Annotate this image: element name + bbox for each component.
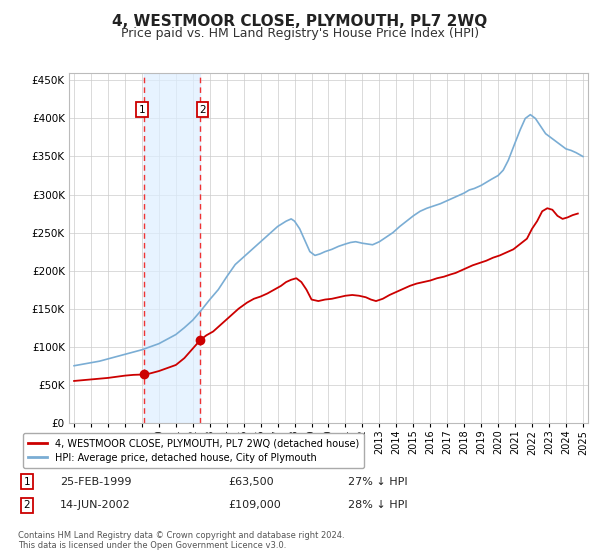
Text: 14-JUN-2002: 14-JUN-2002 xyxy=(60,500,131,510)
Text: 1: 1 xyxy=(23,477,31,487)
Bar xyxy=(144,73,200,423)
Text: 28% ↓ HPI: 28% ↓ HPI xyxy=(348,500,407,510)
Legend: 4, WESTMOOR CLOSE, PLYMOUTH, PL7 2WQ (detached house), HPI: Average price, detac: 4, WESTMOOR CLOSE, PLYMOUTH, PL7 2WQ (de… xyxy=(23,433,364,468)
Text: 1: 1 xyxy=(139,105,145,115)
Text: 2: 2 xyxy=(199,105,206,115)
Text: 25-FEB-1999: 25-FEB-1999 xyxy=(60,477,131,487)
Text: 27% ↓ HPI: 27% ↓ HPI xyxy=(348,477,407,487)
Text: Price paid vs. HM Land Registry's House Price Index (HPI): Price paid vs. HM Land Registry's House … xyxy=(121,27,479,40)
Text: Contains HM Land Registry data © Crown copyright and database right 2024.
This d: Contains HM Land Registry data © Crown c… xyxy=(18,530,344,550)
Text: 4, WESTMOOR CLOSE, PLYMOUTH, PL7 2WQ: 4, WESTMOOR CLOSE, PLYMOUTH, PL7 2WQ xyxy=(112,14,488,29)
Text: £109,000: £109,000 xyxy=(228,500,281,510)
Text: 2: 2 xyxy=(23,500,31,510)
Text: £63,500: £63,500 xyxy=(228,477,274,487)
